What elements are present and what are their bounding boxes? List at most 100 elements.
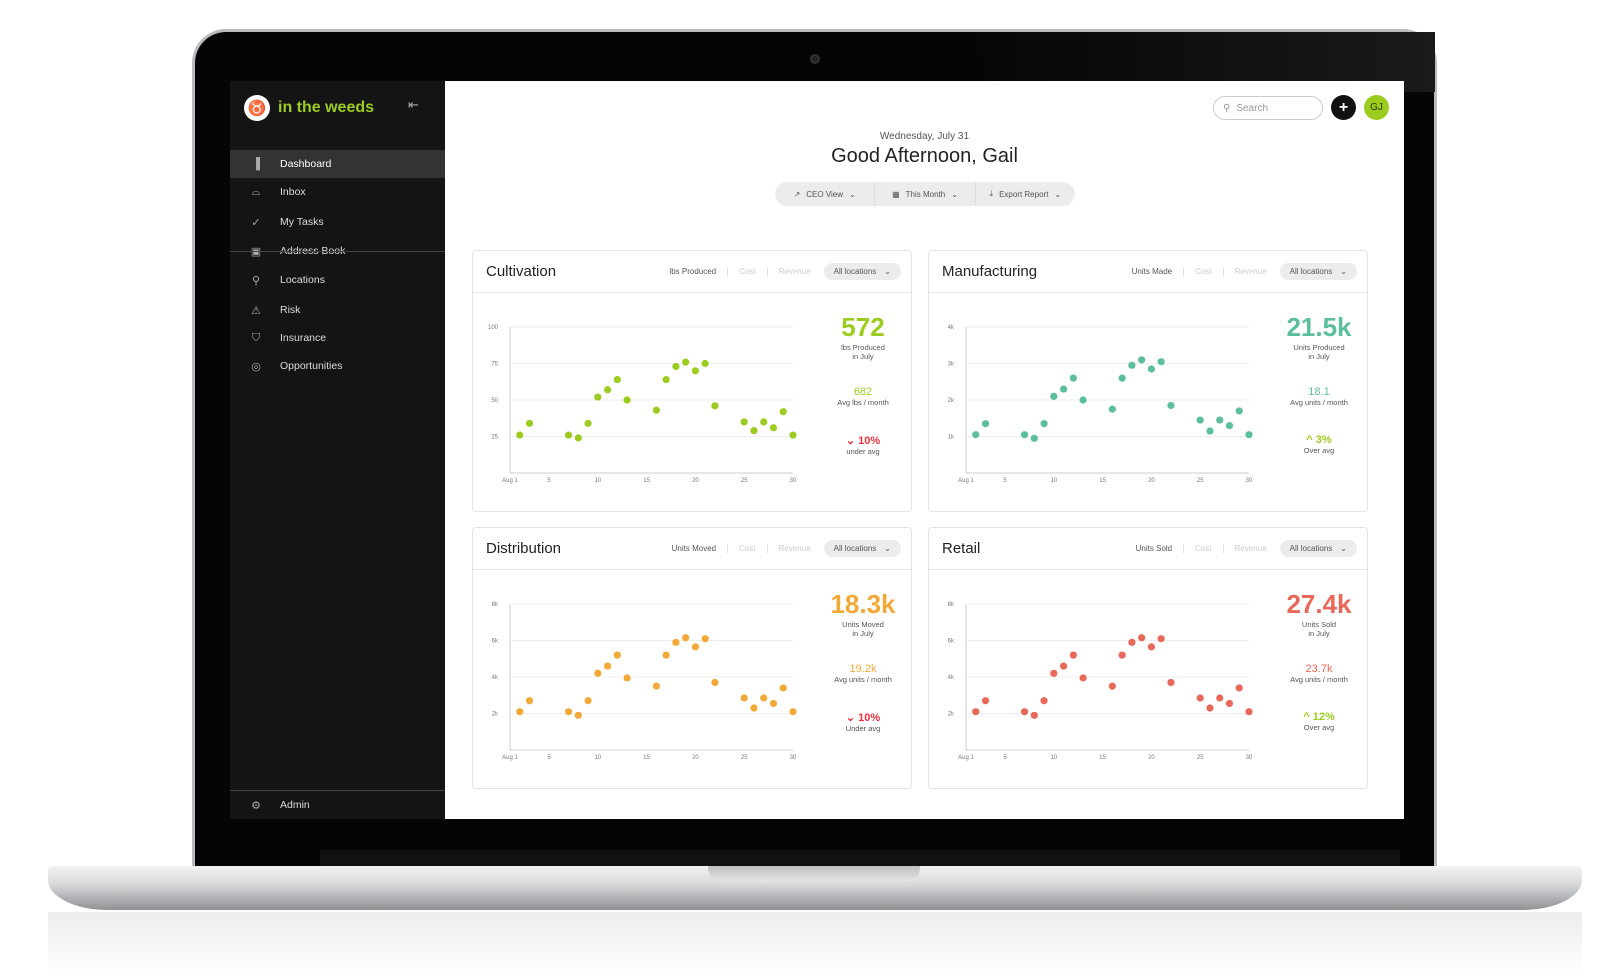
y-tick-label: 4k: [948, 325, 955, 331]
data-point: [623, 396, 631, 404]
metric-tab-cost[interactable]: Cost: [728, 267, 768, 276]
sidebar-item-risk[interactable]: ⚠ Risk: [230, 296, 445, 324]
data-point: [750, 704, 758, 712]
data-point: [1040, 697, 1048, 705]
data-point: [1128, 361, 1136, 369]
data-point: [623, 674, 631, 682]
chevron-down-icon: ⌄: [1340, 544, 1347, 553]
x-tick-label: 20: [692, 478, 699, 484]
ceo-view-button[interactable]: ↗ CEO View ⌄: [775, 182, 876, 206]
data-point: [1030, 711, 1038, 719]
y-tick-label: 4k: [948, 675, 955, 681]
metric-tab-cost[interactable]: Cost: [1184, 267, 1224, 276]
metric-tab-units-made[interactable]: Units Made: [1121, 267, 1185, 276]
metric-tab-units-sold[interactable]: Units Sold: [1125, 544, 1185, 553]
target-icon: ◎: [251, 360, 261, 373]
sidebar-item-my-tasks[interactable]: ✓ My Tasks: [230, 208, 445, 236]
search-icon: ⚲: [1223, 102, 1231, 114]
card-manufacturing: Manufacturing Units Made Cost Revenue All lo…: [928, 250, 1368, 512]
collapse-sidebar-icon[interactable]: ⇤: [408, 97, 419, 112]
change-value: 3%: [1315, 434, 1332, 446]
card-retail: Retail Units Sold Cost Revenue All locations…: [928, 527, 1368, 789]
location-dropdown[interactable]: All locations ⌄: [1279, 263, 1357, 280]
x-tick-label: 10: [1050, 478, 1057, 484]
inbox-icon: ⌓: [251, 185, 261, 198]
data-point: [652, 406, 660, 414]
change-value: 12%: [1312, 711, 1335, 723]
data-point: [1147, 365, 1156, 373]
sidebar-item-opportunities[interactable]: ◎ Opportunities: [230, 352, 445, 380]
x-tick-label: 25: [1197, 478, 1204, 484]
this-month-button[interactable]: ▦ This Month ⌄: [875, 182, 976, 206]
metric-tab-cost[interactable]: Cost: [1184, 544, 1224, 553]
y-tick-label: 2k: [948, 712, 955, 718]
change-indicator: ^ 3%: [1269, 434, 1369, 446]
data-point: [1138, 356, 1146, 364]
total-value: 572: [841, 312, 885, 342]
location-dropdown[interactable]: All locations ⌄: [1279, 540, 1357, 557]
change-value: 10%: [858, 712, 881, 724]
logo[interactable]: ♉ in the weeds: [244, 95, 374, 121]
x-tick-label: 25: [1197, 755, 1204, 761]
export-report-button[interactable]: ⤓ Export Report ⌄: [976, 182, 1075, 206]
location-dropdown[interactable]: All locations ⌄: [823, 540, 901, 557]
sidebar-item-label: Insurance: [280, 332, 327, 344]
data-point: [981, 697, 990, 705]
data-point: [972, 708, 980, 716]
data-point: [525, 419, 534, 427]
x-tick-label: 25: [741, 478, 748, 484]
chevron-down-icon: ⌄: [849, 189, 856, 199]
sidebar-item-insurance[interactable]: ⛉ Insurance: [230, 324, 445, 352]
average-value: 23.7k: [1305, 663, 1333, 675]
x-tick-label: 15: [643, 755, 650, 761]
location-dropdown[interactable]: All locations ⌄: [823, 263, 901, 280]
scatter-chart: 1k 2k 3k 4k Aug 1 5 10 15 20 25 30: [948, 325, 1253, 484]
sidebar-item-dashboard[interactable]: ▐ Dashboard: [230, 150, 445, 178]
sidebar-item-inbox[interactable]: ⌓ Inbox: [230, 178, 445, 206]
metric-tab-revenue[interactable]: Revenue: [1234, 267, 1267, 276]
data-point: [769, 699, 778, 708]
calendar-icon: ▦: [892, 189, 900, 199]
download-icon: ⤓: [989, 189, 994, 198]
y-tick-label: 2k: [492, 712, 499, 718]
avatar[interactable]: GJ: [1364, 95, 1389, 120]
metric-tab-lbs-produced[interactable]: lbs Produced: [658, 267, 729, 276]
average-label: Avg units / month: [834, 675, 892, 684]
data-point: [1128, 638, 1136, 646]
change-indicator: ^ 12%: [1269, 711, 1369, 723]
data-point: [574, 711, 582, 719]
data-point: [1108, 405, 1116, 413]
data-point: [701, 635, 709, 643]
gear-icon: ⚙: [251, 799, 261, 812]
x-tick-label: Aug 1: [958, 755, 974, 761]
data-point: [682, 358, 690, 366]
data-point: [1225, 699, 1234, 708]
arrow-up-icon: ^: [1306, 434, 1316, 446]
x-tick-label: 20: [692, 755, 699, 761]
data-point: [1020, 431, 1029, 439]
change-indicator: ⌄ 10%: [813, 434, 913, 447]
sidebar-item-label: Inbox: [280, 186, 306, 198]
search-input[interactable]: ⚲ Search: [1213, 96, 1323, 120]
sidebar-divider: [230, 790, 445, 791]
metric-tab-units-moved[interactable]: Units Moved: [661, 544, 729, 553]
data-point: [779, 408, 787, 416]
data-point: [1069, 651, 1077, 659]
metric-tab-revenue[interactable]: Revenue: [1234, 544, 1267, 553]
sidebar-item-admin[interactable]: ⚙ Admin: [230, 791, 445, 819]
scatter-chart: 25 50 75 100 Aug 1 5 10 15 20 25 30: [488, 325, 797, 484]
chevron-down-icon: ⌄: [1054, 189, 1062, 199]
metric-tab-revenue[interactable]: Revenue: [778, 267, 811, 276]
data-point: [760, 418, 768, 426]
sidebar-item-locations[interactable]: ⚲ Locations: [230, 266, 445, 294]
average-label: Avg units / month: [1290, 398, 1348, 407]
x-tick-label: 10: [1050, 755, 1057, 761]
add-button[interactable]: +: [1331, 95, 1356, 120]
x-tick-label: 10: [594, 478, 601, 484]
x-tick-label: 5: [1003, 478, 1007, 484]
data-point: [1030, 434, 1038, 442]
data-point: [682, 634, 690, 642]
metric-tab-revenue[interactable]: Revenue: [778, 544, 811, 553]
metric-tab-cost[interactable]: Cost: [728, 544, 768, 553]
stats-panel: 21.5k Units Produced in July 18.1 Avg units …: [1269, 311, 1369, 455]
